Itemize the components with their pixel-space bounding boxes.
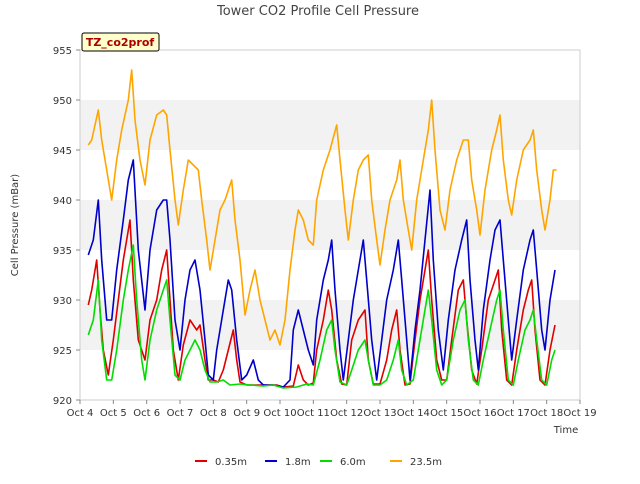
- series-line-1.8m: [87, 159, 556, 388]
- x-tick-label: Oct 14: [397, 408, 430, 419]
- x-tick-label: Oct 16: [463, 408, 496, 419]
- annotation-box: [81, 32, 160, 52]
- grid-band: [80, 200, 580, 250]
- y-tick-label: 930: [53, 296, 72, 307]
- y-tick-label: 945: [53, 146, 72, 157]
- chart-title: Tower CO2 Profile Cell Pressure: [216, 4, 419, 19]
- series-line-0.35m: [87, 219, 556, 388]
- x-tick-label: Oct 13: [363, 408, 396, 419]
- y-tick-label: 940: [53, 196, 72, 207]
- y-tick-label: 950: [53, 96, 72, 107]
- station-annotation: TZ_co2prof: [81, 32, 160, 52]
- legend-label: 1.8m: [285, 457, 311, 468]
- plot-area: [79, 49, 581, 401]
- y-tick-label: 935: [53, 246, 72, 257]
- x-tick-label: Oct 10: [263, 408, 296, 419]
- x-axis-label: Time: [553, 425, 578, 436]
- series-line-6.0m: [87, 244, 556, 389]
- x-tick-label: Oct 18: [530, 408, 563, 419]
- x-tick-label: Oct 4: [67, 408, 94, 419]
- x-tick-label: Oct 11: [297, 408, 330, 419]
- x-tick-label: Oct 7: [167, 408, 194, 419]
- legend: 0.35m 1.8m 6.0m 23.5m: [195, 457, 442, 468]
- y-tick-label: 955: [53, 46, 72, 57]
- y-axis-label: Cell Pressure (mBar): [10, 174, 21, 276]
- legend-label: 23.5m: [410, 457, 442, 468]
- x-tick-label: Oct 15: [430, 408, 463, 419]
- x-tick-label: Oct 19: [563, 408, 596, 419]
- x-tick-label: Oct 6: [133, 408, 160, 419]
- grid-band: [80, 100, 580, 150]
- x-tick-label: Oct 17: [497, 408, 530, 419]
- x-tick-label: Oct 5: [100, 408, 127, 419]
- x-tick-label: Oct 12: [330, 408, 363, 419]
- legend-label: 6.0m: [340, 457, 366, 468]
- series-line-23.5m: [87, 69, 557, 346]
- x-tick-label: Oct 9: [233, 408, 260, 419]
- legend-label: 0.35m: [215, 457, 247, 468]
- annotation-label: TZ_co2prof: [86, 36, 155, 49]
- y-tick-label: 925: [53, 346, 72, 357]
- x-tick-label: Oct 8: [200, 408, 227, 419]
- y-tick-label: 920: [53, 396, 72, 407]
